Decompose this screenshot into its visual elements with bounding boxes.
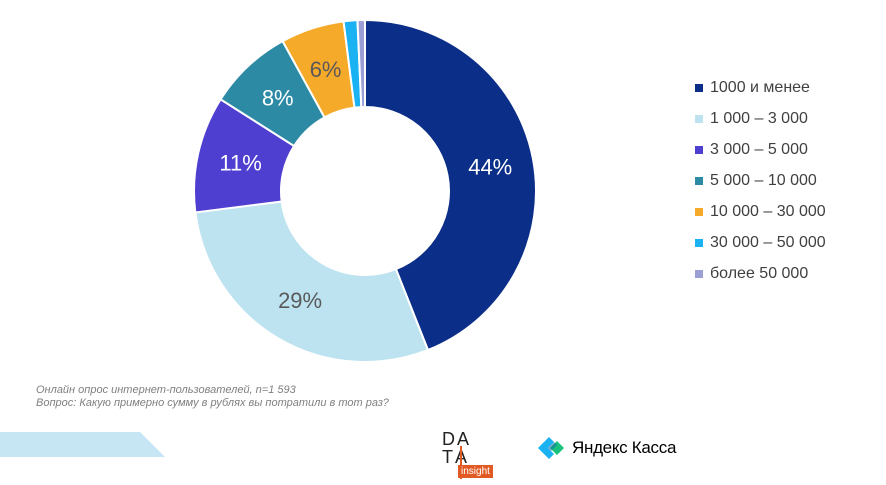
legend-label: 30 000 – 50 000 xyxy=(710,233,826,251)
legend-label: 3 000 – 5 000 xyxy=(710,140,808,158)
footnote-survey-line: Онлайн опрос интернет-пользователей, n=1… xyxy=(36,384,296,396)
legend-swatch xyxy=(695,83,703,92)
legend-swatch xyxy=(695,145,703,154)
legend-item: более 50 000 xyxy=(695,258,826,289)
legend-item: 3 000 – 5 000 xyxy=(695,134,826,165)
logo-letter: A xyxy=(455,447,470,467)
logo-data-row-1: D A xyxy=(442,430,504,448)
legend-item: 1 000 – 3 000 xyxy=(695,103,826,134)
logo-data-row-2: T A xyxy=(442,448,504,466)
donut-slice xyxy=(364,18,537,352)
legend-item: 5 000 – 10 000 xyxy=(695,165,826,196)
data-insight-logo: D A T A insight xyxy=(442,430,504,480)
slice-data-label: 6% xyxy=(310,57,342,82)
logo-letter: T xyxy=(442,447,455,467)
legend-swatch xyxy=(695,176,703,185)
donut-data-labels: 44% 29% 11% 8% 6% xyxy=(219,57,512,313)
chart-legend: 1000 и менее 1 000 – 3 000 3 000 – 5 000 5 … xyxy=(695,72,826,289)
legend-swatch xyxy=(695,238,703,247)
legend-label: 10 000 – 30 000 xyxy=(710,202,826,220)
slice-data-label: 29% xyxy=(278,288,322,313)
legend-label: 1000 и менее xyxy=(710,78,810,96)
logo-tagline: insight xyxy=(458,465,493,478)
yandex-kassa-logo-icon xyxy=(538,437,564,459)
legend-swatch xyxy=(695,114,703,123)
chart-footnote: Онлайн опрос интернет-пользователей, n=1… xyxy=(36,384,389,410)
slice-data-label: 11% xyxy=(219,151,261,176)
slice-data-label: 44% xyxy=(468,155,512,180)
legend-swatch xyxy=(695,207,703,216)
donut-slice xyxy=(194,200,430,363)
footnote-question-line: Вопрос: Какую примерно сумму в рублях вы… xyxy=(36,397,389,409)
decorative-ribbon xyxy=(0,432,165,457)
logo-letter: D xyxy=(442,429,457,449)
donut-slice xyxy=(356,18,366,109)
yandex-kassa-logo: Яндекс Касса xyxy=(536,432,676,464)
logo-letter: A xyxy=(457,429,472,449)
legend-item: 10 000 – 30 000 xyxy=(695,196,826,227)
slice-data-label: 8% xyxy=(262,86,294,111)
donut-slices xyxy=(193,18,537,363)
legend-item: 30 000 – 50 000 xyxy=(695,227,826,258)
legend-label: более 50 000 xyxy=(710,264,809,282)
yandex-kassa-name: Яндекс Касса xyxy=(572,438,677,457)
logo-accent-bar xyxy=(460,446,462,479)
legend-item: 1000 и менее xyxy=(695,72,826,103)
legend-label: 5 000 – 10 000 xyxy=(710,171,817,189)
legend-label: 1 000 – 3 000 xyxy=(710,109,808,127)
legend-swatch xyxy=(695,269,703,278)
